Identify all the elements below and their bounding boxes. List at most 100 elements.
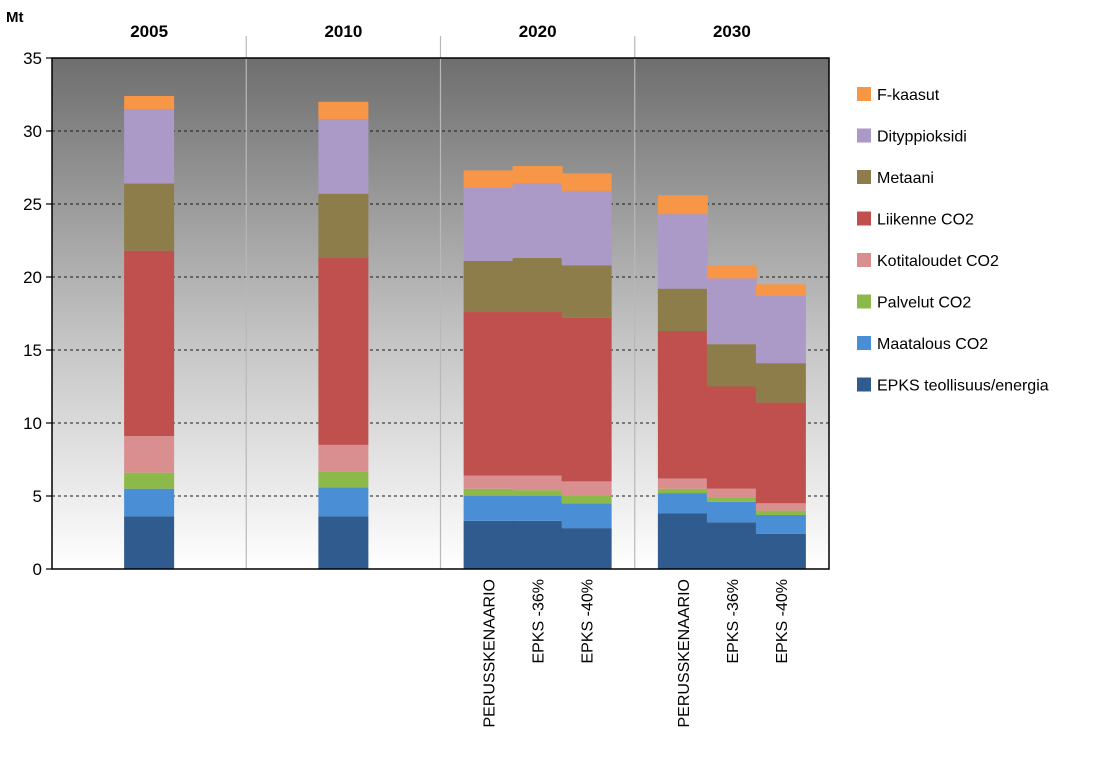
y-tick-label: 10 xyxy=(23,414,42,433)
legend-swatch xyxy=(857,336,871,350)
bar-segment xyxy=(463,488,514,496)
bar-segment xyxy=(706,497,757,502)
legend-label: EPKS teollisuus/energia xyxy=(877,378,1049,395)
bar-segment xyxy=(463,312,514,476)
bar-segment xyxy=(561,317,612,482)
bar-segment xyxy=(512,520,563,569)
bar-segment xyxy=(706,344,757,387)
bar-segment xyxy=(657,493,708,514)
bar-segment xyxy=(657,288,708,332)
group-label-2020: 2020 xyxy=(519,22,557,41)
bar-segment xyxy=(124,472,175,489)
bar-segment xyxy=(463,475,514,489)
bar-segment xyxy=(561,528,612,569)
group-labels: 2005 2010 2020 2030 xyxy=(130,22,751,41)
bar-segment xyxy=(463,496,514,521)
plot-border xyxy=(51,57,830,570)
legend-swatch xyxy=(857,128,871,143)
bar-segment xyxy=(657,214,708,289)
bar-segment xyxy=(124,109,175,184)
bar-segment xyxy=(561,190,612,266)
bar-segment xyxy=(755,503,806,511)
y-tick-label: 20 xyxy=(23,268,42,287)
legend-swatch xyxy=(857,170,871,184)
legend-label: Kotitaloudet CO2 xyxy=(877,253,999,270)
category-label: EPKS -36% xyxy=(531,579,548,663)
bar-segment xyxy=(755,363,806,403)
bar-segment xyxy=(561,265,612,318)
legend-label: F-kaasut xyxy=(877,87,940,104)
bar-segment xyxy=(512,258,563,313)
bar-segment xyxy=(755,402,806,504)
y-tick-label: 25 xyxy=(23,195,42,214)
bar-segment xyxy=(124,436,175,473)
bar-segment xyxy=(463,187,514,261)
bar-segment xyxy=(463,170,514,188)
category-label: EPKS -40% xyxy=(580,579,597,663)
group-label-2030: 2030 xyxy=(713,22,751,41)
group-label-2010: 2010 xyxy=(324,22,362,41)
bar-segment xyxy=(657,195,708,215)
bar-segment xyxy=(318,471,369,488)
bar-segment xyxy=(318,101,369,120)
legend-label: Metaani xyxy=(877,170,934,187)
legend-label: Liikenne CO2 xyxy=(877,212,974,229)
legend-swatch xyxy=(857,377,871,392)
bar-segment xyxy=(463,520,514,569)
bar-segment xyxy=(706,386,757,489)
bar-segment xyxy=(512,183,563,259)
bar-segment xyxy=(706,488,757,498)
category-label: EPKS -36% xyxy=(725,579,742,663)
bar-segment xyxy=(318,193,369,259)
bar-segment xyxy=(318,444,369,472)
bar-segment xyxy=(512,312,563,476)
bar-segment xyxy=(512,490,563,496)
category-label: EPKS -40% xyxy=(774,579,791,663)
legend-label: Palvelut CO2 xyxy=(877,295,971,312)
bar-segment xyxy=(512,166,563,184)
bar-segment xyxy=(124,183,175,251)
y-axis: 0 5 10 15 20 25 30 35 xyxy=(23,49,52,579)
y-tick-label: 5 xyxy=(33,487,42,506)
bar-segment xyxy=(657,488,708,494)
bar-segment xyxy=(657,478,708,489)
legend-label: Dityppioksidi xyxy=(877,129,967,146)
legend-label: Maatalous CO2 xyxy=(877,336,988,353)
group-label-2005: 2005 xyxy=(130,22,168,41)
bar-segment xyxy=(755,295,806,364)
bar-segment xyxy=(561,481,612,496)
bar-segment xyxy=(561,496,612,504)
y-axis-unit: Mt xyxy=(6,9,24,26)
bar-segment xyxy=(318,258,369,445)
legend-swatch xyxy=(857,294,871,309)
y-tick-label: 35 xyxy=(23,49,42,68)
bar-segment xyxy=(706,522,757,569)
bar-segment xyxy=(512,496,563,521)
bar-segment xyxy=(755,514,806,534)
category-label: PERUSSKENAARIO xyxy=(482,579,499,727)
legend: F-kaasut Dityppioksidi Metaani Liikenne CO2… xyxy=(857,87,1049,395)
bar-segment xyxy=(124,516,175,569)
y-tick-label: 0 xyxy=(33,560,42,579)
legend-swatch xyxy=(857,87,871,101)
y-tick-label: 15 xyxy=(23,341,42,360)
bar-segment xyxy=(318,516,369,569)
bar-segment xyxy=(657,513,708,569)
bar-segment xyxy=(755,284,806,296)
bar-segment xyxy=(124,250,175,437)
category-label: PERUSSKENAARIO xyxy=(676,579,693,727)
bar-segment xyxy=(318,119,369,194)
category-labels: PERUSSKENAARIO EPKS -36% EPKS -40% PERUSSKE… xyxy=(482,579,791,727)
legend-swatch xyxy=(857,211,871,226)
bar-segment xyxy=(706,265,757,279)
bar-segment xyxy=(124,488,175,517)
group-separators xyxy=(245,36,636,569)
bar-segment xyxy=(706,278,757,345)
bar-segment xyxy=(561,173,612,191)
bars xyxy=(124,95,806,569)
bar-segment xyxy=(755,510,806,515)
bar-segment xyxy=(561,503,612,529)
bar-segment xyxy=(318,487,369,517)
bar-segment xyxy=(706,501,757,523)
